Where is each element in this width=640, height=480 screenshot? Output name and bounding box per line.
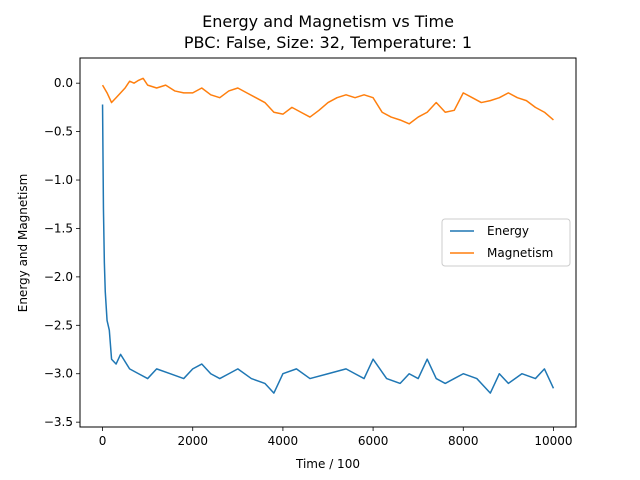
legend-label-magnetism: Magnetism [487, 246, 553, 260]
y-tick-label: −1.0 [44, 173, 73, 187]
y-tick-label: −3.0 [44, 367, 73, 381]
x-tick-label: 0 [99, 434, 107, 448]
y-tick-label: 0.0 [54, 76, 73, 90]
y-axis-label: Energy and Magnetism [16, 174, 30, 313]
legend: Energy Magnetism [441, 218, 571, 267]
y-tick-label: −2.0 [44, 270, 73, 284]
chart-subtitle: PBC: False, Size: 32, Temperature: 1 [184, 33, 472, 52]
chart-title: Energy and Magnetism vs Time [202, 12, 454, 31]
x-tick-label: 6000 [358, 434, 389, 448]
y-axis-ticks: 0.0 −0.5 −1.0 −1.5 −2.0 −2.5 −3.0 −3.5 [44, 76, 80, 429]
x-tick-label: 2000 [177, 434, 208, 448]
series-line-energy [101, 104, 555, 394]
x-tick-label: 10000 [534, 434, 572, 448]
x-tick-label: 4000 [268, 434, 299, 448]
y-tick-label: −2.5 [44, 318, 73, 332]
x-axis-ticks: 0 2000 4000 6000 8000 10000 [99, 427, 573, 448]
y-tick-label: −3.5 [44, 415, 73, 429]
axes-frame [79, 57, 577, 428]
legend-label-energy: Energy [487, 224, 529, 238]
y-tick-label: −0.5 [44, 125, 73, 139]
series-line-magnetism [101, 77, 554, 125]
y-tick-label: −1.5 [44, 221, 73, 235]
plot-lines [101, 77, 555, 394]
x-axis-label: Time / 100 [295, 457, 360, 471]
x-tick-label: 8000 [448, 434, 479, 448]
